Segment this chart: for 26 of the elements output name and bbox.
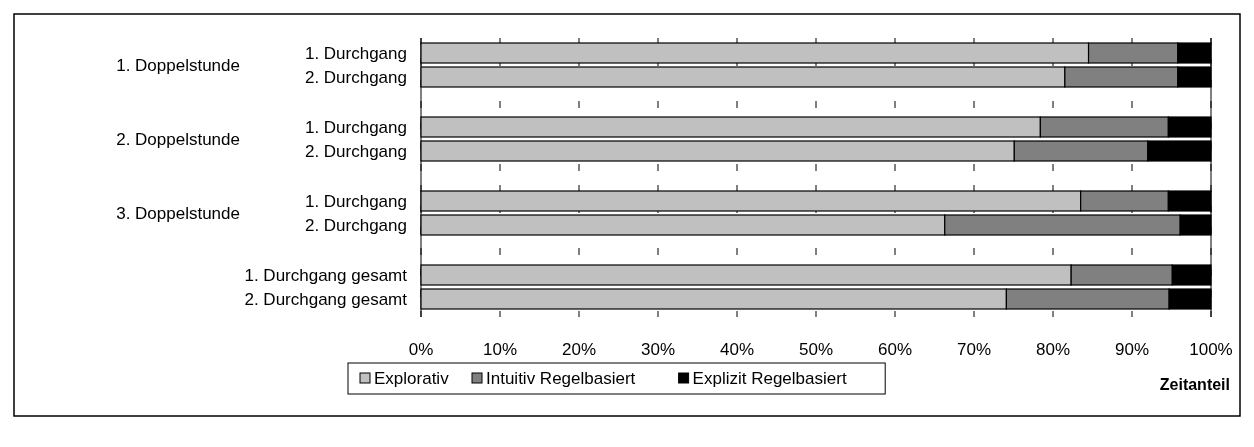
x-tick-label: 40% <box>719 340 755 359</box>
x-tick-label: 100% <box>1189 340 1233 359</box>
legend-label: Intuitiv Regelbasiert <box>486 369 636 388</box>
y-tick-label: 2. Durchgang <box>304 142 407 161</box>
x-axis-title: Zeitanteil <box>1159 376 1230 393</box>
y-tick-label: 1. Durchgang <box>304 44 407 63</box>
y-tick-label: 2. Durchgang <box>304 216 407 235</box>
text: 1. Doppelstunde <box>116 56 240 75</box>
x-tick-label: 50% <box>798 340 834 359</box>
text: 3. Doppelstunde <box>116 204 240 223</box>
x-tick-label: 20% <box>561 340 597 359</box>
x-tick-label: 80% <box>1035 340 1071 359</box>
legend-label: Explizit Regelbasiert <box>692 369 847 388</box>
x-tick-label: 10% <box>482 340 518 359</box>
y-tick-label: 2. Durchgang <box>304 68 407 87</box>
x-tick-label: 70% <box>956 340 992 359</box>
x-tick-label: 30% <box>640 340 676 359</box>
y-tick-label: 1. Durchgang <box>304 118 407 137</box>
text: 2. Doppelstunde <box>116 130 240 149</box>
y-tick-label: 1. Durchgang gesamt <box>244 266 408 285</box>
x-tick-label: 60% <box>877 340 913 359</box>
x-tick-label: 90% <box>1114 340 1150 359</box>
legend-label: Explorativ <box>374 369 450 388</box>
x-tick-label: 0% <box>408 340 434 359</box>
y-tick-label: 1. Durchgang <box>304 192 407 211</box>
y-tick-label: 2. Durchgang gesamt <box>244 290 408 309</box>
